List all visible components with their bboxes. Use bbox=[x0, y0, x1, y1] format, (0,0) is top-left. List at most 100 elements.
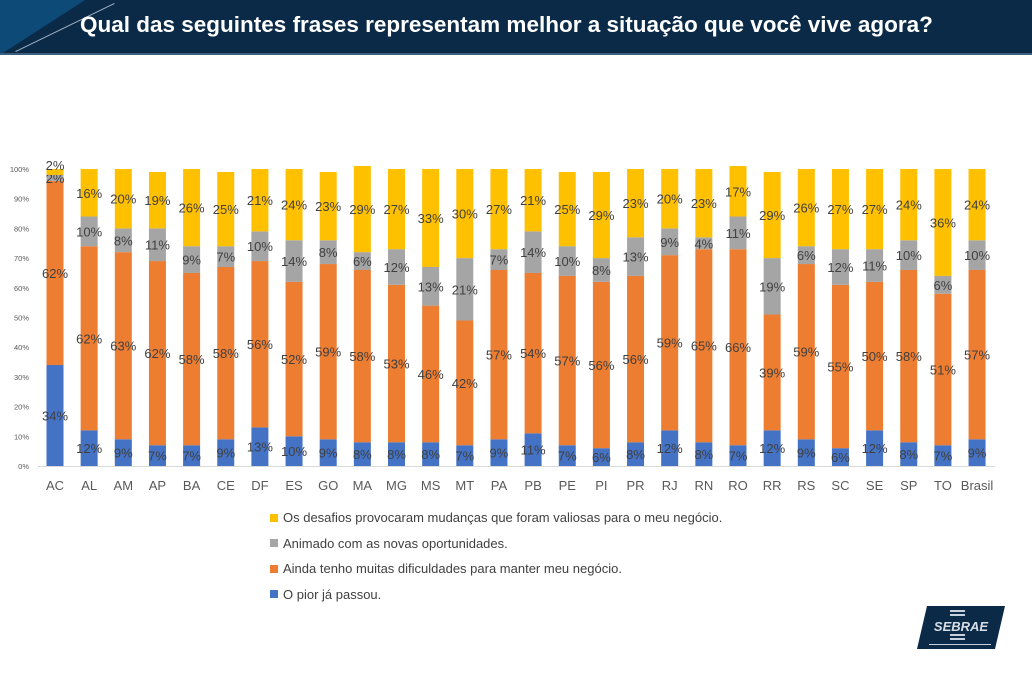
bar-segment bbox=[285, 240, 303, 282]
data-label: 30% bbox=[452, 207, 478, 222]
bar-segment bbox=[217, 439, 235, 466]
x-tick-label: PB bbox=[524, 478, 541, 493]
bar-segment bbox=[490, 439, 508, 466]
data-label: 13% bbox=[247, 440, 273, 455]
data-label: 29% bbox=[759, 208, 785, 223]
bar-segment bbox=[627, 169, 645, 238]
data-label: 6% bbox=[797, 248, 816, 263]
data-label: 57% bbox=[486, 348, 512, 363]
x-tick-label: AC bbox=[46, 478, 64, 493]
data-label: 36% bbox=[930, 215, 956, 230]
bar-segment bbox=[524, 433, 542, 466]
bar-segment bbox=[627, 442, 645, 466]
x-tick-label: ES bbox=[285, 478, 303, 493]
data-label: 34% bbox=[42, 409, 68, 424]
data-label: 24% bbox=[281, 198, 307, 213]
data-label: 29% bbox=[349, 202, 375, 217]
data-label: 10% bbox=[247, 239, 273, 254]
bar-segment bbox=[80, 216, 98, 247]
data-label: 27% bbox=[827, 202, 853, 217]
x-tick-label: PE bbox=[559, 478, 577, 493]
bar-segment bbox=[319, 240, 337, 265]
bar-segment bbox=[46, 180, 64, 366]
bar-segment bbox=[183, 169, 201, 247]
data-label: 54% bbox=[520, 346, 546, 361]
bar-segment bbox=[934, 275, 952, 294]
data-label: 7% bbox=[455, 449, 474, 464]
x-tick-label: RR bbox=[763, 478, 782, 493]
bar-segment bbox=[695, 169, 713, 238]
data-label: 9% bbox=[968, 446, 987, 461]
bar-segment bbox=[114, 439, 132, 466]
data-label: 52% bbox=[281, 352, 307, 367]
bar-segment bbox=[183, 445, 201, 466]
bar-segment bbox=[695, 249, 713, 443]
data-label: 55% bbox=[827, 360, 853, 375]
header-accent bbox=[0, 0, 85, 55]
y-tick-label: 90% bbox=[14, 195, 29, 204]
data-label: 16% bbox=[76, 186, 102, 201]
data-label: 8% bbox=[899, 447, 918, 462]
data-label: 25% bbox=[554, 202, 580, 217]
header-bar: Qual das seguintes frases representam me… bbox=[0, 0, 1032, 55]
bar-segment bbox=[490, 249, 508, 270]
bar-segment bbox=[968, 169, 986, 241]
data-label: 58% bbox=[179, 352, 205, 367]
x-tick-label: MT bbox=[455, 478, 474, 493]
data-label: 66% bbox=[725, 340, 751, 355]
data-label: 7% bbox=[148, 449, 167, 464]
data-label: 9% bbox=[182, 253, 201, 268]
bar-segment bbox=[388, 284, 405, 443]
data-label: 21% bbox=[520, 193, 546, 208]
bar-segment bbox=[797, 264, 815, 440]
sebrae-logo: SEBRAE bbox=[917, 606, 1005, 649]
data-label: 59% bbox=[315, 345, 341, 360]
data-label: 8% bbox=[626, 447, 645, 462]
data-label: 29% bbox=[588, 208, 614, 223]
bar-segment bbox=[592, 258, 610, 282]
data-label: 59% bbox=[793, 345, 819, 360]
bar-segment bbox=[934, 445, 952, 466]
data-label: 7% bbox=[182, 449, 201, 464]
data-label: 7% bbox=[729, 449, 748, 464]
bar-segment bbox=[183, 246, 201, 273]
data-label: 42% bbox=[452, 376, 478, 391]
bar-segment bbox=[831, 448, 849, 466]
x-tick-label: AM bbox=[114, 478, 134, 493]
data-label: 21% bbox=[247, 193, 273, 208]
x-tick-label: RN bbox=[694, 478, 713, 493]
bar-segment bbox=[968, 240, 986, 270]
data-label: 6% bbox=[831, 450, 850, 465]
data-label: 7% bbox=[558, 449, 577, 464]
data-label: 12% bbox=[759, 441, 785, 456]
data-label: 19% bbox=[144, 193, 170, 208]
data-label: 62% bbox=[42, 266, 68, 281]
x-tick-label: DF bbox=[251, 478, 268, 493]
y-tick-label: 40% bbox=[14, 343, 29, 352]
bar-segment bbox=[148, 445, 166, 466]
data-label: 13% bbox=[418, 279, 444, 294]
bar-segment bbox=[148, 228, 166, 262]
x-tick-label: AL bbox=[81, 478, 97, 493]
data-label: 51% bbox=[930, 362, 956, 377]
data-label: 12% bbox=[827, 260, 853, 275]
data-label: 56% bbox=[247, 337, 273, 352]
bar-segment bbox=[968, 439, 986, 466]
bar-segment bbox=[866, 430, 884, 466]
x-tick-label: MS bbox=[421, 478, 441, 493]
data-label: 9% bbox=[114, 446, 133, 461]
data-label: 23% bbox=[691, 196, 717, 211]
bar-segment bbox=[627, 275, 645, 443]
y-tick-label: 20% bbox=[14, 403, 29, 412]
data-label: 8% bbox=[592, 263, 611, 278]
bar-segment bbox=[627, 237, 645, 276]
bar-segment bbox=[866, 281, 884, 431]
bar-segment bbox=[80, 246, 98, 431]
bar-segment bbox=[900, 269, 918, 443]
bar-segment bbox=[866, 169, 884, 250]
bar-segment bbox=[797, 169, 815, 247]
bar-segment bbox=[968, 269, 986, 440]
data-label: 8% bbox=[421, 447, 440, 462]
data-label: 58% bbox=[896, 349, 922, 364]
bar-segment bbox=[251, 261, 269, 428]
